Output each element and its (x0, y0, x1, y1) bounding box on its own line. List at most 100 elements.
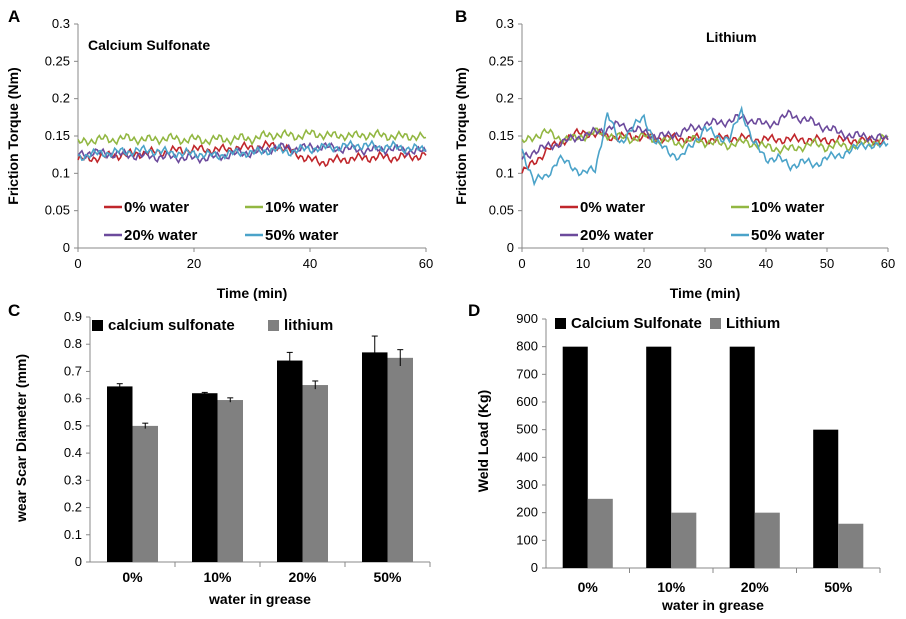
panel-b-legend-label: 0% water (580, 199, 645, 216)
panel-c-category-label: 0% (122, 569, 143, 585)
panel-d-y-axis-label: Weld Load (Kg) (475, 390, 491, 492)
panel-c-y-tick-label: 0.3 (64, 472, 82, 487)
panel-d-bar (729, 346, 755, 568)
panel-c-y-tick-label: 0.6 (64, 391, 82, 406)
panel-a-y-tick-label: 0.3 (52, 16, 70, 31)
panel-a-y-tick-label: 0.15 (45, 128, 70, 143)
panel-b-panel-letter: B (455, 7, 467, 26)
panel-a-series-line-0-water (77, 139, 427, 168)
panel-c-bar (217, 400, 243, 562)
panel-c-legend-swatch (268, 320, 279, 331)
panel-d-category-label: 10% (657, 579, 686, 595)
panel-a-panel-letter: A (8, 7, 20, 26)
panel-b-y-tick-label: 0.1 (496, 165, 514, 180)
panel-d-bar (587, 498, 613, 568)
panel-b-x-axis-label: Time (min) (670, 285, 741, 301)
panel-b-y-tick-label: 0.2 (496, 91, 514, 106)
panel-d-bar (754, 512, 780, 568)
panel-a-legend-label: 10% water (265, 199, 339, 216)
panel-c-category-label: 10% (203, 569, 232, 585)
panel-c-x-axis-label: water in grease (208, 591, 311, 607)
panel-b-chart: 0 0.05 0.1 0.15 0.2 0.25 0.3 0 10 20 30 40 50 60 0% wa… (453, 7, 895, 301)
panel-d-category-label: 20% (741, 579, 770, 595)
panel-d-category-label: 0% (578, 579, 599, 595)
panel-a-legend-label: 20% water (124, 227, 198, 244)
panel-d-y-tick-label: 100 (516, 532, 538, 547)
panel-c-legend-label: lithium (284, 317, 333, 334)
panel-b-x-tick-label: 0 (518, 256, 525, 271)
panel-c-y-tick-label: 0.7 (64, 363, 82, 378)
panel-a-legend-label: 50% water (265, 227, 339, 244)
panel-c-category-label: 50% (373, 569, 402, 585)
panel-b-series-line-50-water (521, 105, 889, 187)
panel-d-legend-label: Calcium Sulfonate (571, 315, 702, 332)
panel-d-y-tick-label: 300 (516, 477, 538, 492)
panel-b-title: Lithium (706, 29, 757, 45)
panel-a-series-line-50-water (77, 139, 427, 162)
panel-a-x-tick-label: 40 (303, 256, 317, 271)
panel-b-x-tick-label: 10 (576, 256, 590, 271)
panel-b-legend-label: 10% water (751, 199, 825, 216)
panel-d-bar (646, 346, 672, 568)
panel-d-y-tick-label: 400 (516, 449, 538, 464)
panel-d-y-tick-label: 500 (516, 422, 538, 437)
panel-d-legend-swatch (555, 318, 566, 329)
panel-d-y-tick-label: 700 (516, 366, 538, 381)
panel-a-title: Calcium Sulfonate (88, 37, 210, 53)
panel-d-bar (562, 346, 588, 568)
panel-c-bar (362, 352, 388, 562)
panel-c-chart: 0 0.1 0.2 0.3 0.4 0.5 0.6 0.7 0.8 0.9 0% 10% 20% 50% c… (8, 301, 431, 607)
panel-d-y-tick-label: 800 (516, 339, 538, 354)
panel-b-y-tick-label: 0.05 (489, 203, 514, 218)
panel-b-x-tick-label: 60 (881, 256, 895, 271)
panel-d-x-axis-label: water in grease (661, 597, 764, 613)
panel-c-y-tick-label: 0.1 (64, 527, 82, 542)
panel-a-legend-label: 0% water (124, 199, 189, 216)
panel-b-y-tick-label: 0.3 (496, 16, 514, 31)
panel-a-y-tick-label: 0 (63, 240, 70, 255)
panel-d-y-tick-label: 600 (516, 394, 538, 409)
panel-c-bar (132, 425, 158, 562)
panel-c-bar (192, 393, 218, 562)
panel-b-x-tick-label: 40 (759, 256, 773, 271)
panel-b-series-line-20-water (521, 109, 889, 160)
panel-c-bar (277, 360, 303, 562)
panel-a-y-tick-label: 0.2 (52, 91, 70, 106)
panel-d-y-tick-label: 200 (516, 505, 538, 520)
panel-a-y-tick-label: 0.25 (45, 53, 70, 68)
panel-a-y-axis-label: Friction Torque (Nm) (5, 67, 21, 204)
panel-d-bar (813, 429, 839, 568)
panel-c-y-tick-label: 0.5 (64, 418, 82, 433)
panel-d-y-tick-label: 0 (531, 560, 538, 575)
panel-a-x-tick-label: 60 (419, 256, 433, 271)
panel-d-y-tick-label: 900 (516, 311, 538, 326)
panel-c-bar (302, 385, 328, 562)
panel-c-y-tick-label: 0.8 (64, 336, 82, 351)
panel-d-bar (671, 512, 697, 568)
panel-c-y-tick-label: 0 (75, 554, 82, 569)
panel-b-series-line-0-water (521, 127, 889, 174)
panel-b-legend-label: 20% water (580, 227, 654, 244)
panel-b-y-tick-label: 0.25 (489, 53, 514, 68)
panel-c-legend-swatch (92, 320, 103, 331)
panel-a-y-tick-label: 0.05 (45, 203, 70, 218)
panel-b-x-tick-label: 30 (698, 256, 712, 271)
panel-c-y-axis-label: wear Scar Diameter (mm) (13, 354, 29, 523)
panel-a-x-tick-label: 0 (74, 256, 81, 271)
panel-b-x-tick-label: 50 (820, 256, 834, 271)
panel-d-legend-swatch (710, 318, 721, 329)
panel-a-x-axis-label: Time (min) (217, 285, 288, 301)
panel-a-chart: 0 0.05 0.1 0.15 0.2 0.25 0.3 0 20 40 60 0% water 10%… (5, 7, 433, 301)
panel-b-y-tick-label: 0.15 (489, 128, 514, 143)
panel-c-y-tick-label: 0.4 (64, 445, 82, 460)
panel-a-y-tick-label: 0.1 (52, 165, 70, 180)
panel-c-panel-letter: C (8, 301, 20, 320)
panel-c-bar (387, 357, 413, 562)
panel-c-legend-label: calcium sulfonate (108, 317, 235, 334)
panel-d-chart: 0 100 200 300 400 500 600 700 800 900 0% 10% 20% 50% C… (468, 301, 881, 613)
panel-b-y-tick-label: 0 (507, 240, 514, 255)
panel-d-panel-letter: D (468, 301, 480, 320)
panel-b-x-tick-label: 20 (637, 256, 651, 271)
panel-d-category-label: 50% (824, 579, 853, 595)
